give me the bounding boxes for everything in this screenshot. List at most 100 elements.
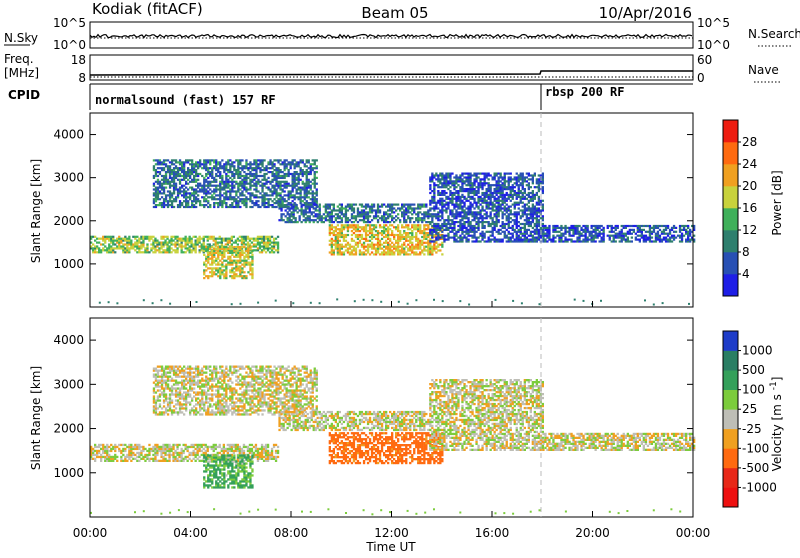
data-cell [353,249,355,251]
data-cell [473,207,475,209]
data-cell [643,237,645,239]
data-cell [415,234,417,236]
data-cell [459,207,461,209]
data-cell [155,159,157,161]
data-cell [167,159,169,161]
data-cell [163,200,165,202]
data-cell [241,246,243,248]
data-cell [411,232,413,234]
data-cell [265,202,267,204]
data-cell [247,169,249,171]
data-cell [532,215,534,217]
data-cell [657,225,659,227]
data-cell [471,204,473,206]
data-cell [518,207,520,209]
data-cell [459,206,461,208]
data-cell [134,236,136,238]
data-cell [211,275,213,277]
data-cell [349,204,351,206]
data-cell [425,238,427,240]
data-cell [253,179,255,181]
data-cell [225,264,227,266]
data-cell [306,192,308,194]
data-cell [441,194,443,196]
data-cell [207,183,209,185]
data-cell [134,243,136,245]
data-cell [233,277,235,279]
data-cell [645,231,647,233]
data-cell [207,243,209,245]
data-cell [570,225,572,227]
data-cell [514,192,516,194]
data-cell [534,223,536,225]
data-cell [649,235,651,237]
data-cell [449,209,451,211]
data-cell [237,183,239,185]
data-cell [542,173,544,175]
data-cell [508,176,510,178]
data-cell [441,217,443,219]
data-cell [335,219,337,221]
data-cell [323,213,325,215]
data-cell [309,206,311,208]
data-cell [217,250,219,252]
data-cell [207,167,209,169]
data-cell [275,169,277,171]
data-cell [528,209,530,211]
data-cell [510,217,512,219]
data-cell [112,236,114,238]
data-cell [142,240,144,242]
data-cell [355,242,357,244]
data-cell [303,209,305,211]
data-cell [393,248,395,250]
data-cell [395,234,397,236]
data-cell [441,184,443,186]
data-cell [171,196,173,198]
data-cell [477,217,479,219]
data-cell [401,215,403,217]
data-cell [211,267,213,269]
data-cell [453,176,455,178]
data-cell [221,262,223,264]
data-cell [536,194,538,196]
data-cell [152,236,154,238]
data-cell [369,244,371,246]
data-cell [329,219,331,221]
data-cell [641,237,643,239]
data-cell [327,207,329,209]
data-cell [481,227,483,229]
data-cell [504,227,506,229]
data-cell [337,215,339,217]
data-cell [355,230,357,232]
data-cell [498,231,500,233]
data-cell [349,244,351,246]
data-cell [343,213,345,215]
data-cell [335,209,337,211]
data-cell [173,200,175,202]
data-cell [267,238,269,240]
data-cell [423,238,425,240]
data-cell [481,239,483,241]
data-cell [528,196,530,198]
data-cell [225,185,227,187]
data-cell [167,206,169,208]
data-cell [475,186,477,188]
data-cell [233,196,235,198]
data-cell [225,260,227,262]
data-cell [290,192,292,194]
data-cell [271,247,273,249]
data-cell [271,245,273,247]
data-cell [401,238,403,240]
data-cell [235,200,237,202]
data-cell [219,275,221,277]
data-cell [255,194,257,196]
data-cell [187,243,189,245]
data-cell [329,244,331,246]
data-cell [339,217,341,219]
data-cell [657,233,659,235]
data-cell [284,200,286,202]
data-cell [621,240,623,242]
data-cell [387,251,389,253]
data-cell [568,227,570,229]
data-cell [591,235,593,237]
